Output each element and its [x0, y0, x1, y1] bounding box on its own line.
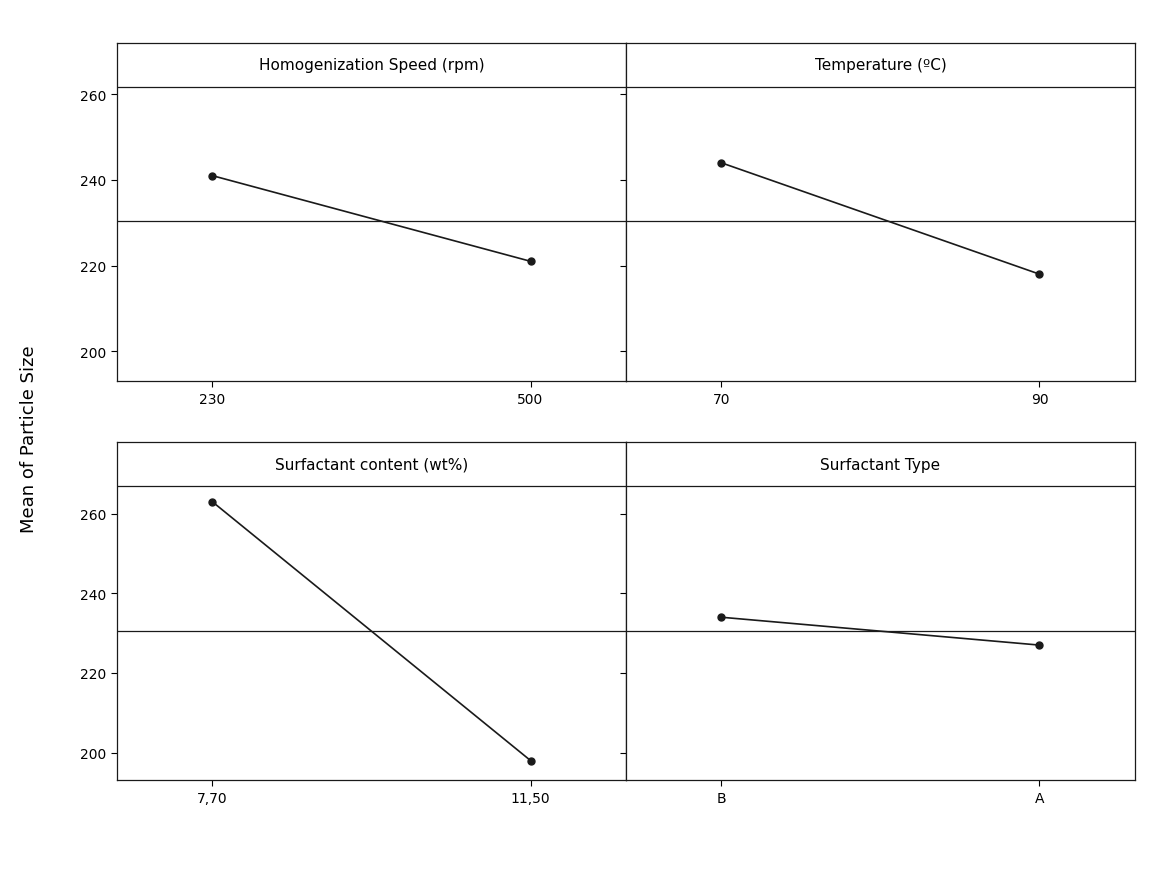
Text: Surfactant Type: Surfactant Type [820, 457, 941, 472]
Text: Mean of Particle Size: Mean of Particle Size [20, 345, 39, 532]
Text: Homogenization Speed (rpm): Homogenization Speed (rpm) [259, 59, 484, 74]
Text: Temperature (ºC): Temperature (ºC) [814, 59, 947, 74]
Text: Surfactant content (wt%): Surfactant content (wt%) [275, 457, 468, 472]
